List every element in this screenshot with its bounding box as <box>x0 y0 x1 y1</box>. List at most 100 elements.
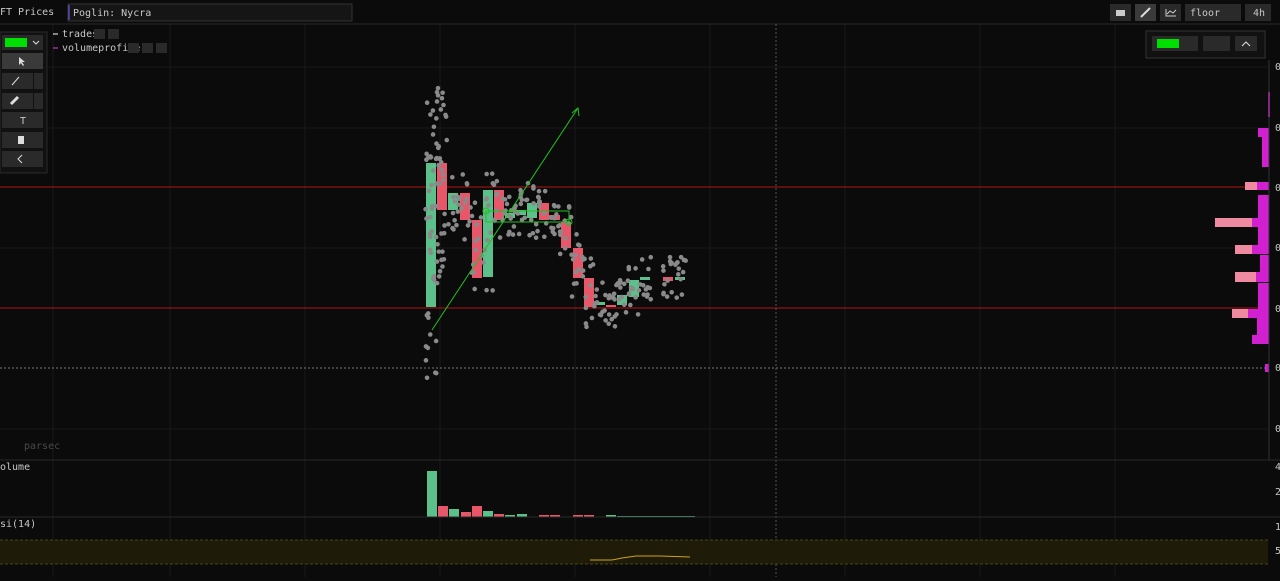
trade-dot <box>424 100 430 106</box>
trade-dot <box>633 266 638 271</box>
trade-dot <box>488 230 494 235</box>
candle <box>460 193 470 220</box>
trade-dot <box>679 292 685 297</box>
trade-dot <box>566 205 572 210</box>
trade-dot <box>434 89 440 95</box>
trade-dot <box>583 321 589 326</box>
rsi-line <box>590 555 691 561</box>
volume-bar <box>539 515 549 517</box>
volume-profile <box>1252 218 1269 227</box>
collapse-icon <box>17 154 23 164</box>
trade-dot <box>425 155 431 160</box>
trade-dot <box>637 282 643 287</box>
price-type-select[interactable] <box>1185 4 1241 21</box>
trade-dot <box>424 151 429 157</box>
settings-button[interactable] <box>142 43 153 53</box>
trade-dot <box>598 312 604 318</box>
trade-dot <box>438 160 444 165</box>
trade-dot <box>556 223 561 229</box>
trade-dot <box>568 214 574 220</box>
price-axis-label: 0 <box>1275 304 1280 315</box>
symbol-input[interactable] <box>67 3 353 22</box>
brush-tool[interactable] <box>2 93 33 109</box>
trade-dot <box>593 293 598 299</box>
trade-dot <box>676 266 682 271</box>
trade-dot <box>435 145 441 151</box>
trade-dot <box>557 251 563 257</box>
interval-select[interactable] <box>1245 4 1271 21</box>
trade-dot <box>617 277 623 283</box>
chart-icon <box>1165 9 1176 17</box>
trade-dot <box>492 217 497 222</box>
trade-dot <box>429 203 435 209</box>
volume-bar <box>584 515 594 517</box>
trade-dot <box>428 214 433 220</box>
watermark: parsec <box>24 441 60 452</box>
volume-profile <box>1215 218 1252 227</box>
trade-dot <box>440 178 446 183</box>
trade-dot <box>535 228 540 234</box>
trade-dot <box>467 219 472 224</box>
trade-dot <box>456 202 461 207</box>
indicator-button[interactable] <box>1160 4 1181 21</box>
trade-dot <box>508 214 513 220</box>
trade-dot <box>425 345 431 351</box>
trade-dot <box>558 232 563 238</box>
trade-dot <box>668 261 674 267</box>
trade-dot <box>536 204 542 209</box>
trade-dot <box>625 278 631 284</box>
delete-drawing[interactable] <box>1203 36 1230 51</box>
collapse-drawing-toolbar[interactable] <box>1235 36 1257 51</box>
trade-dot <box>436 274 442 279</box>
trade-dot <box>554 212 559 217</box>
collapse-toolbar[interactable] <box>2 151 43 167</box>
trade-dot <box>648 296 654 302</box>
drawings <box>431 107 580 331</box>
trade-dot <box>442 223 447 228</box>
text-tool[interactable] <box>2 112 43 128</box>
trade-dot <box>519 217 525 223</box>
toggle-visibility[interactable] <box>94 29 105 39</box>
candle <box>483 190 493 277</box>
volume-profile <box>1235 245 1252 254</box>
trade-dot <box>452 199 458 204</box>
trade-dot <box>611 291 617 297</box>
toggle-visibility[interactable] <box>128 43 139 53</box>
line-tool[interactable] <box>2 73 33 89</box>
trade-dot <box>472 286 477 292</box>
trade-dot <box>489 171 495 176</box>
volume-axis-label: 4 <box>1275 462 1280 473</box>
trade-dot <box>441 257 447 262</box>
trade-dot <box>440 90 445 96</box>
trade-dot <box>612 324 618 329</box>
remove-button[interactable] <box>156 43 167 53</box>
volume-bar <box>573 515 583 517</box>
trade-dot <box>444 137 450 143</box>
trade-dot <box>455 209 461 214</box>
trade-dot <box>635 312 641 317</box>
candle <box>573 248 583 278</box>
trade-dot <box>435 85 441 91</box>
trade-dot <box>636 287 642 293</box>
trade-dot <box>431 273 437 279</box>
line-tool-more[interactable] <box>34 73 43 89</box>
brush-tool-more[interactable] <box>34 93 43 109</box>
trade-dot <box>571 281 577 287</box>
right-axis: 0 0 0 0 0 0.1 0 4 2 1 5 <box>1275 62 1280 557</box>
chart-icon-line <box>1166 9 1177 15</box>
settings-button[interactable] <box>108 29 119 39</box>
trade-dot <box>439 95 445 101</box>
volume-pane-label: olume <box>0 462 30 473</box>
trade-dot <box>536 195 541 200</box>
candle <box>606 305 616 307</box>
trade-dot <box>570 257 576 262</box>
trade-dot <box>439 167 445 172</box>
trade-dot <box>580 257 586 262</box>
trade-dot <box>667 254 673 260</box>
trade-dot <box>446 221 451 227</box>
volume-profile <box>1252 335 1269 344</box>
trade-dot <box>434 203 439 209</box>
trade-dot <box>531 184 536 189</box>
trade-dot <box>628 285 634 290</box>
trade-dot <box>680 269 686 275</box>
